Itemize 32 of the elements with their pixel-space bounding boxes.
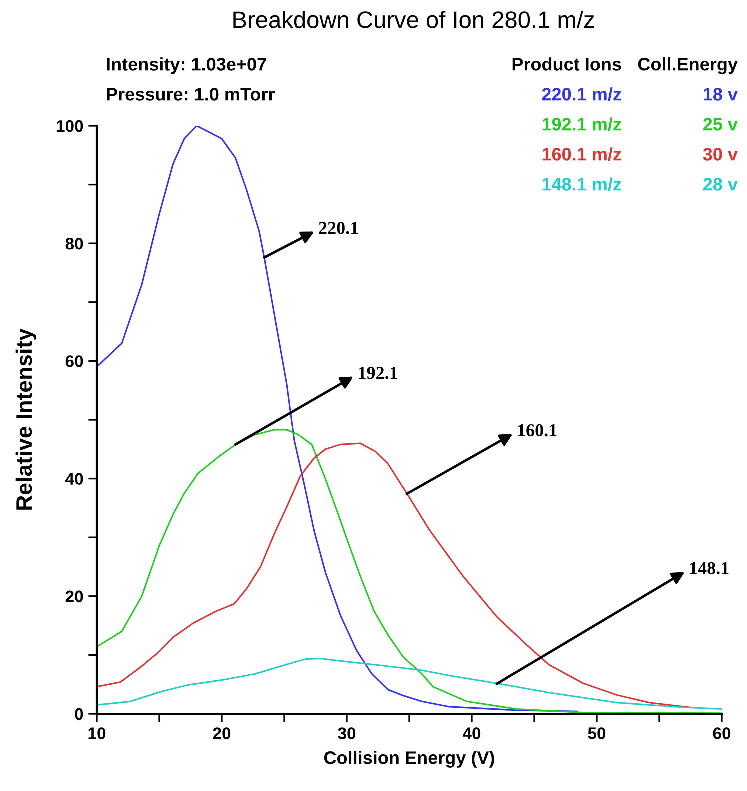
- y-tick-label: 0: [75, 708, 84, 720]
- annotation: 25 v: [703, 118, 738, 131]
- x-tick-label: 40: [462, 728, 481, 740]
- x-axis-title: Collision Energy (V): [324, 751, 494, 768]
- y-tick-label: 80: [66, 238, 84, 250]
- y-tick-label: 40: [66, 473, 84, 486]
- x-tick-label: 60: [713, 728, 731, 740]
- annotation: 192.1: [359, 367, 398, 380]
- annotation: 148.1: [690, 562, 729, 575]
- text: 148.1 m/z: [542, 178, 622, 192]
- text: Coll.Energy: [638, 58, 738, 74]
- line-series: [97, 658, 722, 710]
- annotation: 160.1: [518, 424, 557, 437]
- annotation: 220.1: [319, 222, 358, 234]
- text: 220.1 m/z: [542, 88, 622, 102]
- y-tick-label: 100: [57, 120, 84, 132]
- x-tick-label: 10: [88, 728, 106, 740]
- y-axis-title: Relative Intensity: [16, 328, 37, 510]
- annotation: 28 v: [703, 178, 738, 191]
- text: 192.1 m/z: [542, 118, 622, 132]
- y-tick-label: 20: [66, 590, 84, 603]
- text: Pressure: 1.0 mTorr: [107, 88, 275, 101]
- y-tick-label: 60: [66, 356, 84, 368]
- x-tick-label: 30: [338, 728, 356, 740]
- text: 18 v: [704, 88, 738, 101]
- text: 160.1 m/z: [542, 148, 622, 162]
- x-tick-label: 20: [213, 728, 231, 740]
- legend-title: Product Ions: [512, 58, 622, 71]
- annotation: 30 v: [703, 148, 738, 161]
- chart-title: Breakdown Curve of Ion 280.1 m/z: [234, 10, 594, 28]
- x-tick-label: 50: [588, 728, 606, 740]
- text: Intensity: 1.03e+07: [107, 58, 266, 74]
